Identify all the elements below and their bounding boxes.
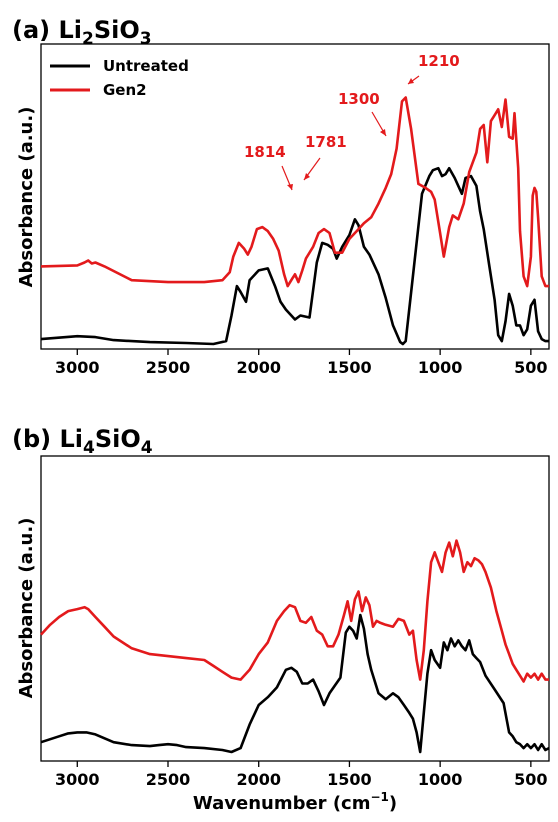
panel-b-series [40,539,550,754]
legend-label-untreated: Untreated [103,57,189,75]
annotation-1814: 1814 [244,143,286,161]
panel-b-title: (b) Li4SiO4 [12,425,153,458]
panel-b-ylabel: Absorbance (a.u.) [16,518,37,699]
x-axis-label: Wavenumber (cm−1) [193,790,397,814]
panel-b-frame [40,455,550,762]
x-tick-label: 500 [514,770,547,789]
x-tick-label: 2500 [146,770,191,789]
x-tick-label: 1000 [418,770,463,789]
series-line-gen2 [40,539,549,683]
series-line-untreated [40,166,549,346]
x-tick-label: 1500 [327,358,372,377]
panel-a: (a) Li2SiO3 Absorbance (a.u.) 3000 2500 20… [12,16,550,377]
x-tick-label: 1500 [327,770,372,789]
annotation-1300: 1300 [338,90,380,108]
annotation-1781-arrowhead [304,173,310,180]
panel-a-xticks: 3000 2500 2000 1500 1000 500 [55,349,548,377]
annotations: 1814 1781 1300 1210 [244,52,460,191]
series-line-untreated [40,613,550,754]
panel-a-title: (a) Li2SiO3 [12,16,152,49]
panel-a-ylabel: Absorbance (a.u.) [16,107,37,288]
annotation-1300-arrowhead [380,129,386,136]
x-tick-label: 2000 [236,770,281,789]
x-tick-label: 3000 [55,770,100,789]
panel-b-xticks: 3000 2500 2000 1500 1000 500 [55,761,548,789]
annotation-1814-arrowhead [287,184,293,190]
x-tick-label: 1000 [418,358,463,377]
panel-b: (b) Li4SiO4 Absorbance (a.u.) 3000 2500 20… [12,425,550,814]
x-tick-label: 2000 [236,358,281,377]
panel-a-frame [40,43,550,350]
legend-label-gen2: Gen2 [103,81,147,99]
series-line-gen2 [40,96,549,288]
annotation-1210-arrowhead [408,78,414,84]
x-tick-label: 2500 [146,358,191,377]
annotation-1781: 1781 [305,133,347,151]
legend: Untreated Gen2 [50,57,189,99]
annotation-1210: 1210 [418,52,460,70]
x-tick-label: 3000 [55,358,100,377]
x-tick-label: 500 [514,358,547,377]
panel-a-series [40,96,549,346]
